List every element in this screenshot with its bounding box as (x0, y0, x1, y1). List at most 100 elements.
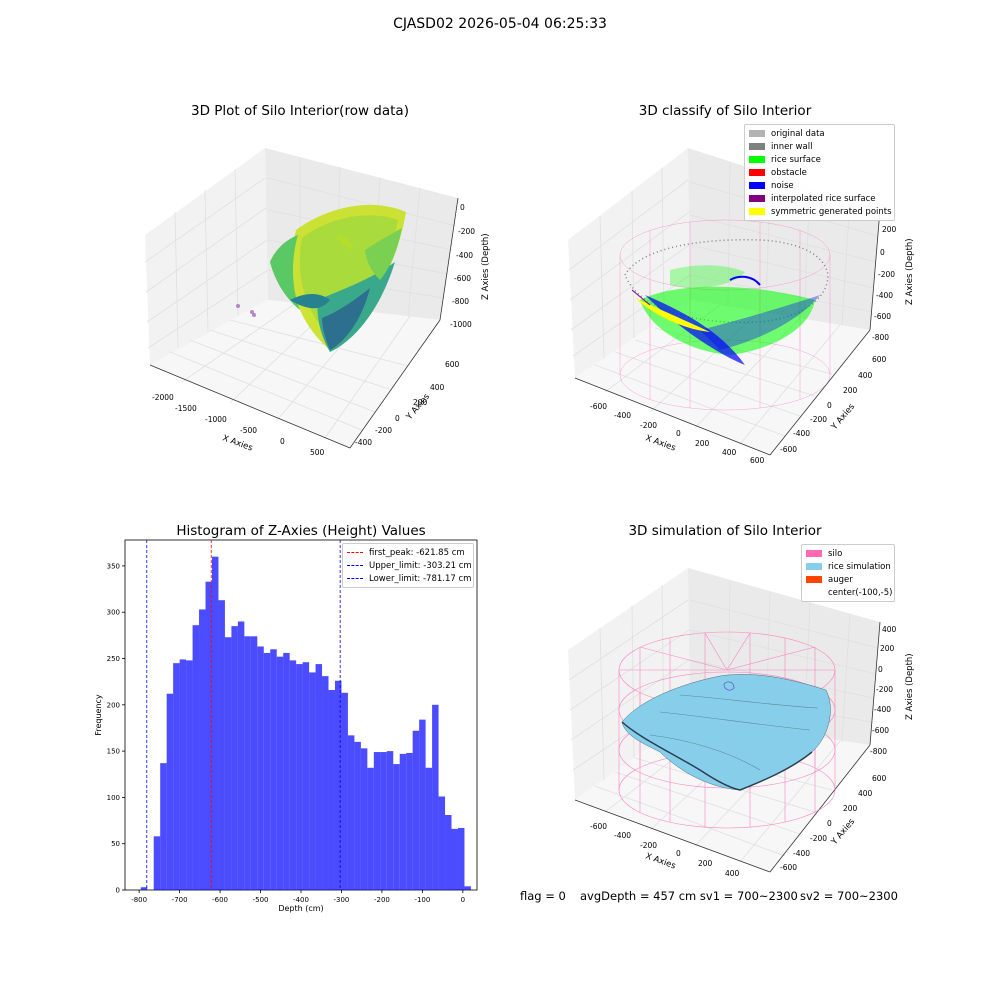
histogram-xtick-label: -600 (212, 896, 228, 904)
histogram-bar (257, 646, 264, 890)
simulation-ytick: -200 (810, 834, 827, 843)
histogram-bar (386, 751, 394, 890)
classify-ytick: -200 (810, 415, 827, 424)
classify-ytick: 400 (858, 371, 873, 380)
raw-point-cloud (236, 204, 406, 352)
histogram-bar (250, 636, 258, 890)
classify-ytick: -400 (793, 429, 810, 438)
legend-item-auger: auger (806, 573, 890, 586)
classify-ztick: -600 (874, 312, 891, 321)
legend-swatch (749, 143, 765, 150)
histogram-bar (347, 735, 355, 890)
histogram-xtick-label: -700 (172, 896, 188, 904)
simulation-rice-surface (621, 674, 831, 791)
raw-ytick: 400 (430, 383, 445, 392)
histogram-bar (406, 752, 413, 890)
figure-title: CJASD02 2026-05-04 06:25:33 (393, 16, 607, 32)
histogram-bar (276, 656, 284, 890)
legend-item-noise: noise (749, 179, 890, 192)
classify-ztick: -200 (878, 270, 895, 279)
classify-xtick: 0 (676, 429, 681, 438)
histogram-bar (224, 637, 232, 890)
legend-swatch (749, 182, 765, 189)
simulation-ytick: 200 (843, 804, 858, 813)
legend-item-rice-surface: rice surface (749, 153, 890, 166)
histogram-bar (451, 828, 458, 890)
histogram-bar (315, 664, 323, 890)
classify-zlabel: Z Axies (Depth) (905, 238, 915, 305)
histogram-ytick-label: 300 (107, 609, 120, 617)
histogram-bar (237, 621, 245, 890)
histogram-bar (296, 664, 303, 890)
histogram-bar (186, 660, 193, 890)
legend-item-interpolated-rice-surface: interpolated rice surface (749, 192, 890, 205)
histogram-bar (302, 662, 310, 890)
histogram-bar (419, 719, 426, 890)
simulation-ztick: -600 (872, 726, 889, 735)
classify-ytick: 600 (872, 355, 887, 364)
simulation-ztick: 200 (880, 644, 895, 653)
simulation-ztick: -400 (874, 705, 891, 714)
simulation-ztick: 0 (878, 665, 883, 674)
classify-ztick: 0 (880, 248, 885, 257)
histogram-bar (438, 796, 446, 890)
histogram-bar (393, 764, 400, 890)
legend-item-lower-limit: Lower_limit: -781.17 cm (347, 572, 471, 585)
classify-plot-title: 3D classify of Silo Interior (638, 103, 812, 119)
simulation-ztick: -800 (870, 747, 887, 756)
classify-xtick: 200 (695, 439, 710, 448)
legend-label: first_peak: -621.85 cm (369, 547, 465, 558)
legend-label: interpolated rice surface (771, 193, 876, 204)
legend-label: inner wall (771, 141, 813, 152)
histogram-bar (283, 652, 290, 890)
histogram-bar (360, 748, 368, 890)
raw-xtick: -500 (240, 426, 257, 435)
simulation-xtick: -200 (640, 841, 657, 850)
raw-ztick: -1000 (450, 320, 472, 329)
histogram-bar (140, 887, 148, 890)
histogram-xtick-label: 0 (461, 896, 465, 904)
histogram-bar (289, 660, 297, 890)
histogram-bar (211, 556, 219, 890)
classify-ytick: 200 (843, 386, 858, 395)
raw-ytick: 0 (395, 414, 400, 423)
histogram-ytick-label: 250 (107, 655, 120, 663)
legend-item-original-data: original data (749, 127, 890, 140)
legend-label: noise (771, 180, 794, 191)
simulation-ytick: 600 (872, 774, 887, 783)
simulation-ylabel: Y Axies (829, 817, 857, 848)
legend-swatch (749, 169, 765, 176)
raw-ztick: -200 (458, 227, 475, 236)
histogram-bar (166, 693, 174, 890)
legend-label: silo (828, 548, 843, 559)
histogram-bar (399, 753, 407, 890)
simulation-ytick: 400 (858, 789, 873, 798)
histogram-bar (425, 767, 433, 890)
histogram-xtick-label: -300 (334, 896, 350, 904)
raw-ztick: -600 (454, 274, 471, 283)
histogram-bar (432, 704, 439, 890)
raw-tick-labels: -2000 -1500 -1000 -500 0 500 600 400 200… (152, 203, 475, 457)
histogram-xtick-label: -100 (414, 896, 430, 904)
histogram-x-ticks: -800 -700 -600 -500 -400 -300 -200 -100 0 (131, 890, 465, 904)
legend-item-rice-simulation: rice simulation (806, 560, 891, 573)
histogram-bar (218, 600, 225, 890)
histogram-ytick-label: 200 (107, 701, 120, 709)
classify-ztick: -800 (872, 333, 889, 342)
histogram-bar (412, 730, 420, 890)
raw-ztick: 0 (460, 203, 465, 212)
classify-point-cloud (624, 239, 829, 365)
histogram-title: Histogram of Z-Axies (Height) Values (176, 523, 426, 539)
legend-label: rice surface (771, 154, 821, 165)
classify-xtick: -600 (590, 402, 607, 411)
histogram-bar (173, 663, 180, 890)
raw-zlabel: Z Axies (Depth) (481, 233, 491, 300)
legend-item-first-peak: first_peak: -621.85 cm (347, 546, 469, 559)
histogram-xlabel: Depth (cm) (278, 904, 323, 913)
histogram-xtick-label: -200 (374, 896, 390, 904)
legend-label: auger (828, 574, 853, 585)
histogram-bar (354, 741, 361, 890)
raw-xtick: 0 (280, 437, 285, 446)
